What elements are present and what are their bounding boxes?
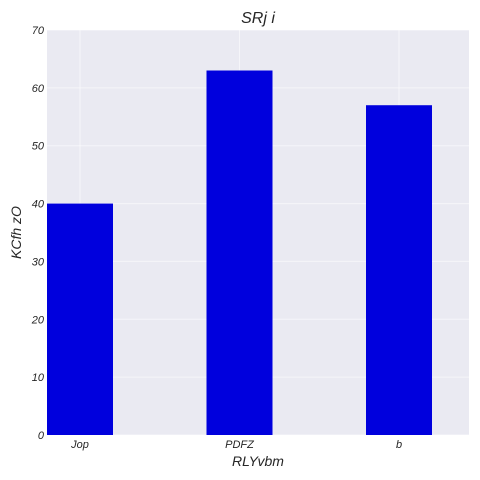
chart-title: SRj i (241, 10, 275, 27)
y-tick-label: 60 (32, 83, 45, 95)
y-tick-label: 70 (32, 25, 45, 37)
x-tick-label: PDFZ (225, 439, 255, 451)
y-axis-label: KCfh zO (8, 206, 24, 259)
x-tick-labels: Jop PDFZ b (70, 439, 402, 451)
y-tick-label: 20 (31, 314, 45, 326)
bar-jop (47, 203, 113, 435)
x-tick-label: Jop (70, 439, 89, 451)
y-tick-label: 0 (38, 430, 45, 442)
y-tick-labels: 0 10 20 30 40 50 60 70 (31, 25, 45, 442)
x-tick-label: b (396, 439, 402, 451)
y-tick-label: 30 (32, 256, 45, 268)
bar-pdfz (206, 70, 273, 435)
x-axis-label: RLYvbm (232, 453, 284, 469)
y-tick-label: 40 (32, 199, 45, 211)
bar-b (366, 105, 432, 435)
y-tick-label: 10 (32, 372, 45, 384)
bar-layer (47, 70, 432, 435)
y-tick-label: 50 (32, 141, 45, 153)
